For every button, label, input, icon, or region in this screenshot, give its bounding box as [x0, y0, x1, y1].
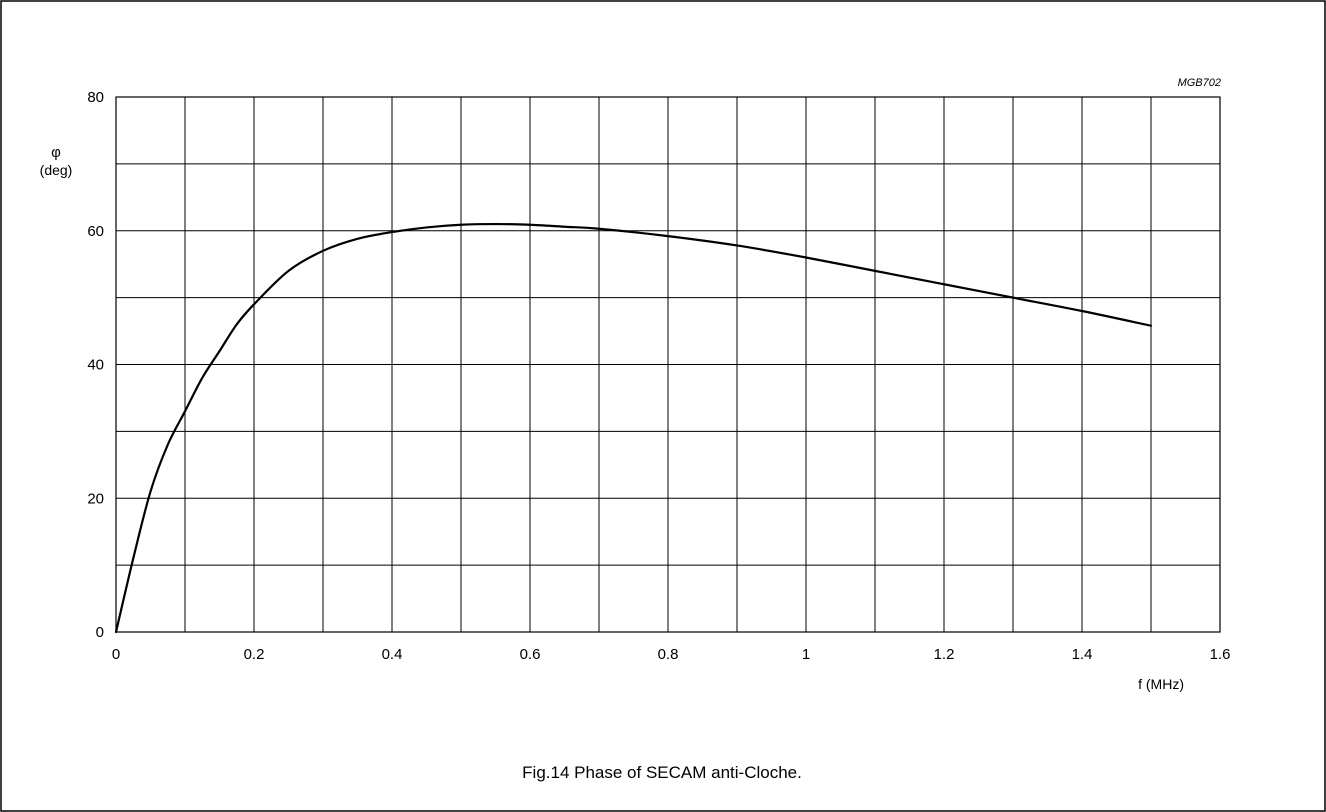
phase-curve — [114, 222, 1153, 634]
y-axis-unit: (deg) — [40, 162, 73, 178]
figure-caption: Fig.14 Phase of SECAM anti-Cloche. — [522, 763, 802, 782]
y-tick-labels: 0 20 40 60 80 — [87, 89, 104, 641]
y-tick-label: 0 — [96, 624, 104, 641]
plot-area-border — [115, 96, 1221, 633]
x-tick-label: 1 — [802, 646, 810, 663]
y-axis-symbol: φ — [51, 144, 61, 161]
reference-code: MGB702 — [1178, 77, 1221, 89]
y-tick-label: 20 — [87, 490, 104, 507]
x-tick-label: 0.8 — [658, 646, 679, 663]
x-tick-label: 0.4 — [382, 646, 403, 663]
x-tick-label: 0.2 — [244, 646, 265, 663]
x-tick-labels: 0 0.2 0.4 0.6 0.8 1 1.2 1.4 1.6 — [112, 646, 1231, 663]
x-tick-label: 1.2 — [934, 646, 955, 663]
x-axis-label: f (MHz) — [1138, 676, 1184, 692]
y-tick-label: 40 — [87, 357, 104, 374]
y-tick-label: 60 — [87, 223, 104, 240]
x-tick-label: 1.6 — [1210, 646, 1231, 663]
x-tick-label: 0.6 — [520, 646, 541, 663]
grid — [116, 97, 1220, 632]
x-tick-label: 1.4 — [1072, 646, 1093, 663]
y-tick-label: 80 — [87, 89, 104, 106]
curve-layer — [114, 222, 1153, 634]
x-tick-label: 0 — [112, 646, 120, 663]
plot-frame — [115, 96, 1221, 633]
